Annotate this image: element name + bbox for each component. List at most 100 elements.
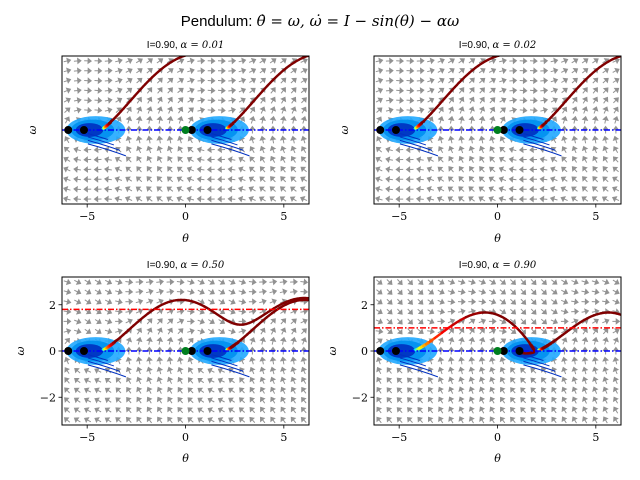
fixed-point-marker [181,347,190,355]
quiver-arrow [270,176,276,183]
stable-node-point [376,347,385,355]
quiver-arrow [73,397,81,404]
quiver-arrow [157,416,163,424]
quiver-arrow [270,155,277,163]
quiver-arrow [125,57,133,65]
quiver-arrow [63,278,72,286]
trajectory-segment [440,324,454,334]
quiver-arrow [114,195,123,203]
quiver-arrow [375,57,384,65]
quiver-arrow [551,386,558,394]
quiver-arrow [520,308,527,315]
quiver-arrow [248,346,256,355]
quiver-arrow [63,97,71,104]
quiver-arrow [94,77,103,85]
quiver-arrow [249,116,256,124]
quiver-arrow [259,288,267,296]
quiver-arrow [300,135,308,144]
quiver-arrow [612,386,619,394]
quiver-arrow [63,176,71,183]
quiver-arrow [104,87,113,94]
quiver-arrow [135,135,143,144]
quiver-arrow [397,308,403,315]
quiver-arrow [375,87,384,94]
quiver-arrow [417,308,424,315]
quiver-arrow [197,278,205,285]
trajectory-segment [588,68,599,77]
quiver-arrow [238,288,247,296]
quiver-arrow [249,376,256,384]
quiver-arrow [571,166,578,173]
quiver-arrow [560,176,568,183]
basin-tail [523,357,550,367]
quiver-arrow [73,407,81,414]
quiver-arrow [73,67,82,75]
quiver-arrow [458,196,465,202]
quiver-arrow [186,185,195,193]
quiver-arrow [416,77,425,85]
quiver-arrow [290,376,297,385]
trajectory-segment [144,76,154,86]
quiver-arrow [437,337,444,345]
quiver-arrow [448,96,454,104]
quiver-arrow [166,278,175,286]
basin-tail [211,136,238,146]
quiver-arrow [280,176,287,183]
quiver-arrow [73,77,82,85]
quiver-arrow [94,87,103,94]
quiver-arrow [300,416,307,423]
quiver-arrow [612,356,620,365]
quiver-arrow [197,57,206,65]
quiver-arrow [146,386,153,394]
quiver-arrow [571,318,579,325]
quiver-arrow [64,136,71,144]
quiver-arrow [300,166,307,173]
quiver-arrow [228,407,235,414]
quiver-arrow [581,196,589,202]
quiver-arrow [146,58,153,64]
quiver-arrow [73,166,81,173]
quiver-arrow [280,416,287,424]
quiver-arrow [447,288,456,296]
quiver-arrow [280,318,287,325]
x-tick-label: −5 [391,210,407,223]
quiver-arrow [407,407,413,414]
quiver-arrow [156,356,164,365]
quiver-arrow [479,87,485,94]
quiver-arrow [196,175,205,183]
quiver-arrow [104,387,112,394]
quiver-arrow [437,67,445,74]
quiver-arrow [518,156,527,163]
quiver-arrow [385,146,393,153]
quiver-arrow [84,278,92,285]
quiver-arrow [115,97,123,104]
quiver-arrow [478,115,486,124]
quiver-arrow [74,318,82,325]
y-tick-label: −2 [352,391,368,404]
quiver-arrow [279,336,287,345]
quiver-arrow [571,145,578,154]
quiver-arrow [550,166,558,173]
quiver-arrow [135,115,143,124]
quiver-arrow [166,186,174,193]
panel-alpha-0-02: I=0.90, α = 0.02 θ ω −5 0 5 [338,40,622,245]
quiver-arrow [228,57,237,65]
quiver-arrow [529,185,537,193]
quiver-arrow [405,185,414,193]
quiver-arrow [63,328,72,335]
quiver-arrow [228,308,236,315]
quiver-arrow [447,115,455,124]
quiver-arrow [208,288,215,295]
quiver-arrow [447,196,455,203]
quiver-arrow [228,278,236,285]
x-tick-label: 0 [494,431,501,444]
quiver-arrow [187,136,194,144]
trajectory-segment [468,64,480,75]
panel-title-math: α = 0.01 [180,40,224,51]
quiver-arrow [167,156,174,163]
quiver-arrow [602,145,609,154]
quiver-arrow [520,387,527,394]
quiver-arrow [280,396,287,404]
quiver-arrow [83,156,92,163]
quiver-arrow [156,96,163,104]
